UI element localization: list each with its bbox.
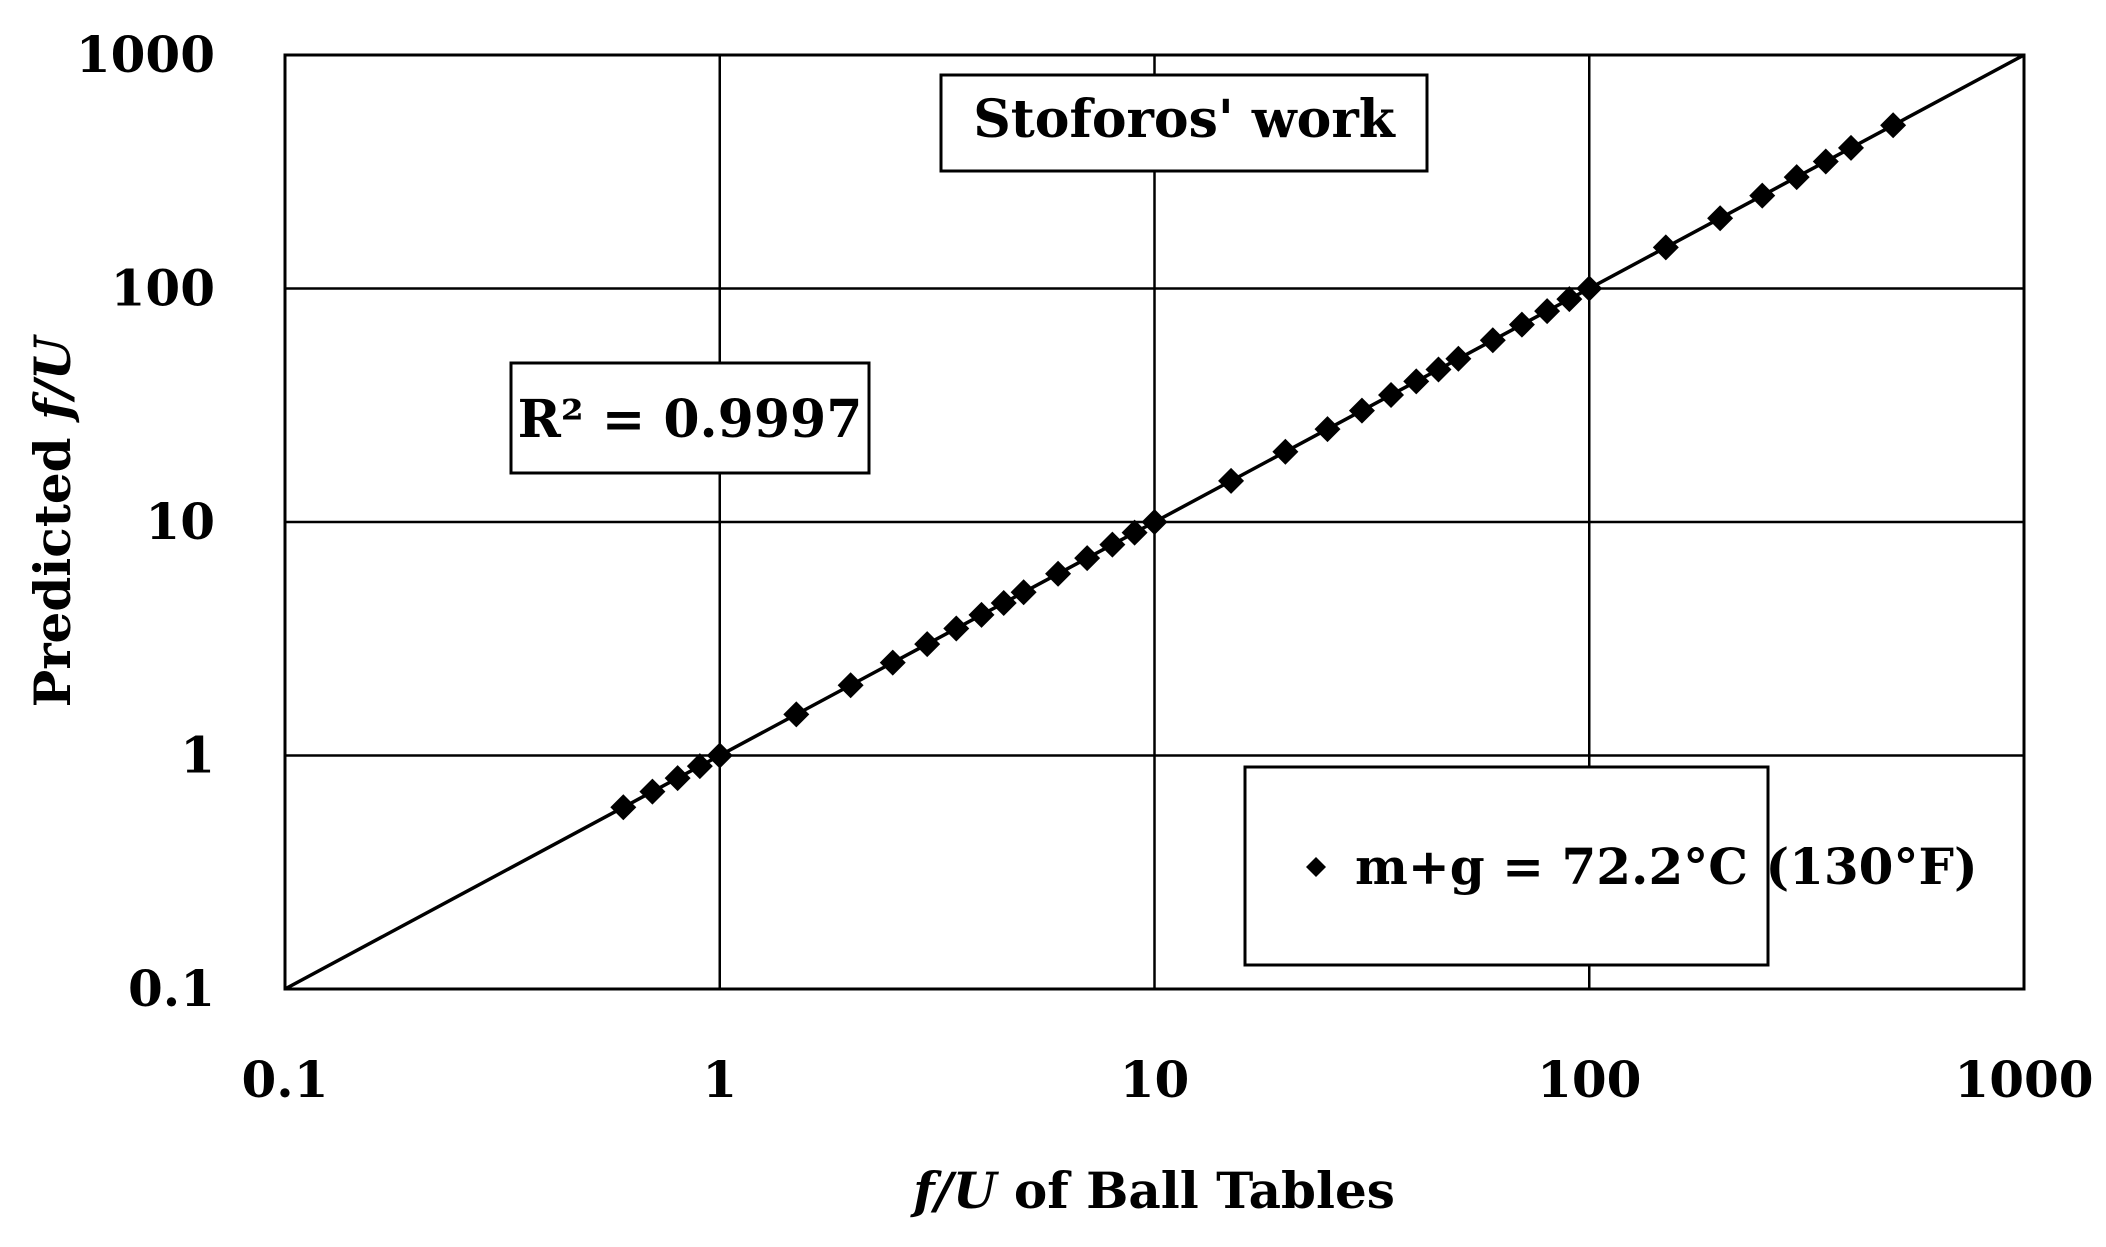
legend-marker-diamond <box>1306 857 1326 877</box>
data-point <box>1812 148 1839 175</box>
data-point <box>1652 234 1679 261</box>
data-point <box>837 672 864 699</box>
data-point <box>968 601 995 628</box>
data-point <box>1508 311 1535 338</box>
data-point <box>1576 275 1603 302</box>
y-tick-label: 0.1 <box>128 959 215 1018</box>
data-point <box>1378 381 1405 408</box>
data-point <box>1121 519 1148 546</box>
x-tick-label: 10 <box>1120 1050 1190 1109</box>
data-point <box>639 778 666 805</box>
data-point <box>1314 416 1341 443</box>
data-point <box>783 701 810 728</box>
data-point <box>990 589 1017 616</box>
y-tick-label: 1 <box>180 726 215 785</box>
data-point <box>1348 397 1375 424</box>
data-point <box>1099 531 1126 558</box>
y-axis-title: Predicted f/U <box>23 333 82 707</box>
r2-annotation: R² = 0.9997 <box>509 361 871 475</box>
data-point <box>1534 298 1561 325</box>
r2-annotation-text: R² = 0.9997 <box>518 389 863 450</box>
data-point <box>1141 509 1168 535</box>
y-tick-label: 100 <box>111 259 215 318</box>
data-point <box>706 742 733 769</box>
data-points <box>610 112 1907 821</box>
data-point <box>1880 112 1907 139</box>
x-tick-label: 100 <box>1537 1050 1641 1109</box>
data-point <box>686 753 713 780</box>
data-point <box>1749 182 1776 209</box>
data-point <box>1403 368 1430 395</box>
data-point <box>1045 560 1072 587</box>
y-tick-label: 10 <box>145 492 215 551</box>
data-point <box>1783 164 1810 191</box>
source-annotation: Stoforos' work <box>939 73 1429 173</box>
data-point <box>1556 286 1583 313</box>
data-point <box>1837 134 1864 161</box>
legend-entry-text: m+g = 72.2°C (130°F) <box>1355 837 1978 896</box>
data-point <box>1707 205 1734 232</box>
data-point <box>943 615 970 642</box>
data-point <box>1445 345 1472 372</box>
source-annotation-text: Stoforos' work <box>973 89 1396 150</box>
y-tick-labels: 0.1 1 10 100 1000 <box>76 25 215 1018</box>
source-annotation-box <box>939 73 1429 173</box>
legend: m+g = 72.2°C (130°F) <box>1243 765 1978 967</box>
data-point <box>1479 327 1506 354</box>
legend-box <box>1243 765 1770 967</box>
x-tick-label: 1 <box>702 1050 737 1109</box>
data-point <box>914 631 941 658</box>
data-point <box>1425 356 1452 383</box>
x-tick-label: 1000 <box>1954 1050 2093 1109</box>
r2-annotation-box <box>509 361 871 475</box>
y-tick-label: 1000 <box>76 25 215 84</box>
data-point <box>1272 438 1299 465</box>
data-point <box>610 794 637 821</box>
data-point <box>879 649 906 676</box>
data-point <box>1010 579 1037 606</box>
data-point <box>1218 467 1245 494</box>
data-point <box>664 765 691 792</box>
data-point <box>1074 545 1101 572</box>
x-axis-title: f/U of Ball Tables <box>910 1161 1395 1220</box>
x-tick-label: 0.1 <box>242 1050 329 1109</box>
x-tick-labels: 0.1 1 10 100 1000 <box>242 1050 2094 1109</box>
